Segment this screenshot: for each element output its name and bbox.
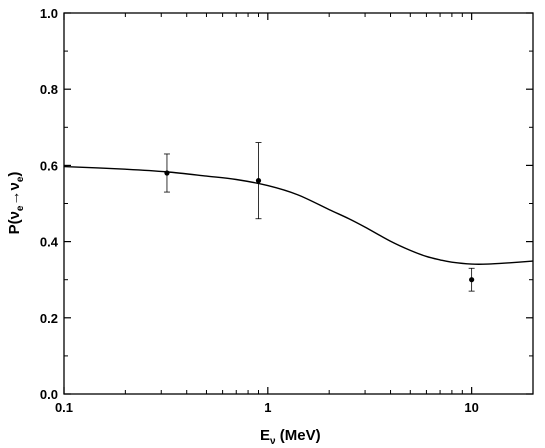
y-axis-title-close: ) xyxy=(6,172,23,177)
y-axis-title-sub2: e xyxy=(15,176,26,182)
x-axis-title-rest: (MeV) xyxy=(276,427,321,444)
y-tick-label: 0.4 xyxy=(40,235,59,250)
y-axis-title: P(νe→νe) xyxy=(6,172,26,235)
y-axis-ticks: 0.0 0.2 0.4 0.6 0.8 1.0 xyxy=(40,6,533,402)
y-axis-title-p: P( xyxy=(6,219,23,234)
data-point xyxy=(255,178,262,184)
plot-frame xyxy=(63,12,534,395)
x-axis-title: Eν (MeV) xyxy=(260,427,321,447)
x-axis-title-main: E xyxy=(260,427,270,444)
y-tick-label: 1.0 xyxy=(40,6,58,21)
y-axis-title-nu1: ν xyxy=(6,211,23,219)
y-axis-title-arrow: → xyxy=(6,191,23,206)
y-tick-label: 0.0 xyxy=(40,387,58,402)
theory-curve-layer xyxy=(63,165,534,265)
y-tick-label: 0.2 xyxy=(40,311,58,326)
x-axis-ticks: 0.1 1 10 xyxy=(55,13,534,415)
x-tick-label: 0.1 xyxy=(55,400,73,415)
y-tick-label: 0.6 xyxy=(40,158,58,173)
theory-curve xyxy=(63,165,534,265)
x-tick-label: 1 xyxy=(264,400,271,415)
y-axis-title-sub1: e xyxy=(15,205,26,211)
data-points-layer xyxy=(163,142,475,292)
x-tick-label: 10 xyxy=(464,400,478,415)
data-point xyxy=(469,277,475,283)
x-axis-title-sub: ν xyxy=(270,436,276,447)
data-point xyxy=(164,170,170,176)
y-axis-title-nu2: ν xyxy=(6,182,23,190)
y-tick-label: 0.8 xyxy=(40,82,58,97)
